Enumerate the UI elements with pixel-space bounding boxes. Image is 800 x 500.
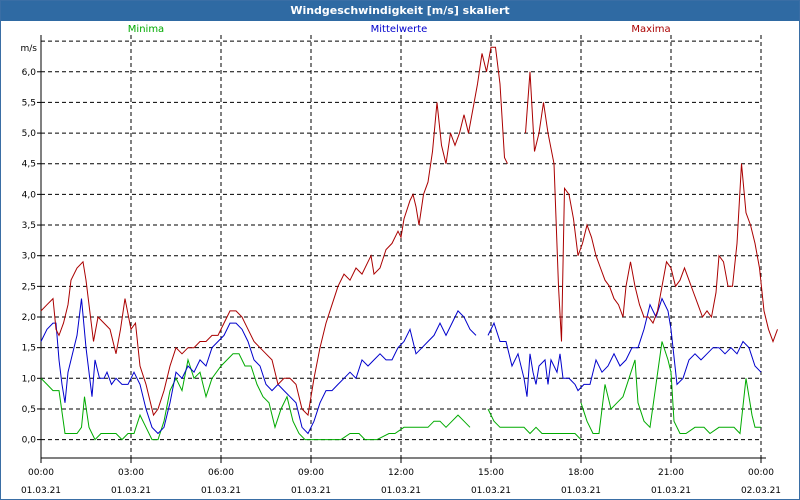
legend-mittelwerte: Mittelwerte: [371, 24, 428, 35]
y-tick-label: 5,5: [22, 98, 36, 108]
series-line-minima: [40, 353, 471, 441]
y-tick-label: 2,5: [22, 282, 36, 292]
y-tick-label: 0,0: [22, 436, 37, 446]
x-tick-date: 01.03.21: [381, 486, 421, 496]
x-tick-time: 06:00: [208, 468, 234, 478]
x-tick-time: 15:00: [478, 468, 504, 478]
x-tick-date: 01.03.21: [651, 486, 691, 496]
x-tick-date: 01.03.21: [21, 486, 61, 496]
x-tick-time: 12:00: [388, 468, 414, 478]
series-line-maxima: [40, 46, 508, 417]
series-line-minima: [487, 408, 582, 440]
series-line-mittelwerte: [40, 298, 477, 435]
x-tick-time: 21:00: [658, 468, 684, 478]
x-tick-time: 00:00: [28, 468, 54, 478]
y-tick-label: 3,5: [22, 221, 36, 231]
x-tick-date: 02.03.21: [741, 486, 781, 496]
y-tick-label: 5,0: [22, 129, 37, 139]
chart-plot: 0,0 0,5 1,0 1,5 2,0 2,5 3,0 3,5 4,0 4,5 5,0 5,5 6,0 m…: [21, 24, 782, 496]
y-axis-unit: m/s: [21, 44, 38, 54]
x-tick-date: 01.03.21: [561, 486, 601, 496]
x-tick-date: 01.03.21: [111, 486, 151, 496]
y-tick-label: 2,0: [22, 313, 37, 323]
y-tick-label: 3,0: [22, 252, 37, 262]
y-tick-label: 0,5: [22, 405, 36, 415]
y-tick-label: 4,0: [22, 190, 37, 200]
y-tick-label: 6,0: [22, 68, 37, 78]
legend-minima: Minima: [128, 24, 164, 35]
legend-maxima: Maxima: [631, 24, 670, 35]
x-tick-time: 03:00: [118, 468, 144, 478]
chart-title: Windgeschwindigkeit [m/s] skaliert: [1, 1, 799, 21]
y-tick-label: 1,5: [22, 344, 36, 354]
y-tick-label: 1,0: [22, 374, 37, 384]
x-tick-date: 01.03.21: [291, 486, 331, 496]
series-line-mittelwerte: [487, 297, 762, 397]
x-tick-time: 00:00: [748, 468, 774, 478]
x-tick-time: 18:00: [568, 468, 594, 478]
x-tick-time: 09:00: [298, 468, 324, 478]
series-line-maxima: [525, 71, 778, 343]
x-tick-date: 01.03.21: [201, 486, 241, 496]
x-tick-date: 01.03.21: [471, 486, 511, 496]
y-tick-label: 4,5: [22, 160, 36, 170]
series-line-minima: [580, 341, 761, 435]
